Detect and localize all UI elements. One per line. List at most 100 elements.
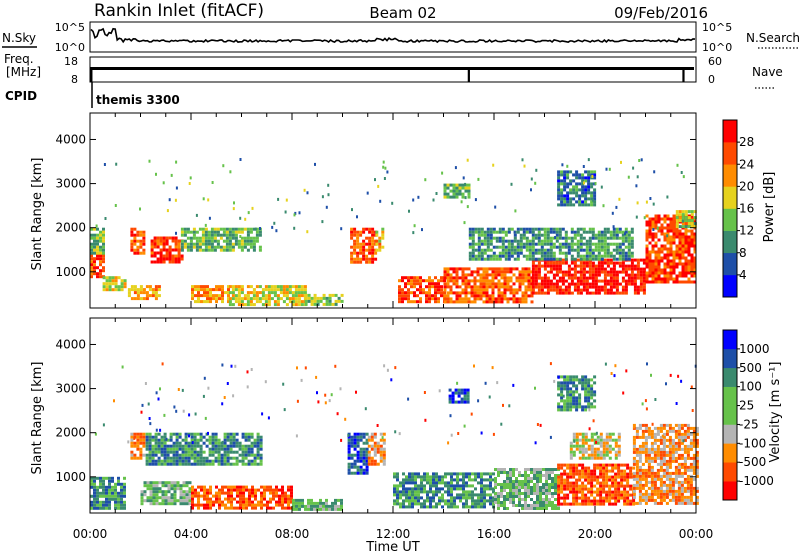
power-cell (328, 299, 332, 303)
power-cell (660, 250, 664, 254)
power-cell (130, 285, 134, 289)
power-cell (627, 279, 631, 283)
power-cell (212, 297, 215, 301)
power-cell (639, 276, 643, 280)
velocity-cell (148, 462, 152, 466)
velocity-cell (199, 450, 203, 454)
velocity-cell (671, 438, 675, 442)
power-cell (582, 254, 586, 258)
velocity-cell (527, 477, 530, 480)
power-cell (507, 227, 511, 231)
power-cell (111, 279, 115, 283)
power-cell (294, 288, 298, 292)
power-cell (99, 260, 102, 264)
power-cell (294, 285, 298, 289)
power-cell (350, 260, 354, 264)
velocity-cell (530, 486, 533, 489)
power-cell (102, 266, 105, 270)
power-cell (582, 257, 586, 261)
power-cell (105, 276, 109, 280)
power-cell (591, 267, 595, 271)
velocity-cell (178, 435, 182, 439)
power-speckle (103, 163, 106, 166)
power-cell (470, 288, 474, 292)
power-cell (150, 242, 154, 246)
velocity-cell (102, 500, 105, 504)
power-cell (579, 239, 583, 243)
power-speckle (561, 163, 564, 167)
velocity-cell (298, 504, 301, 508)
velocity-cell (536, 489, 539, 492)
power-cell (534, 264, 538, 268)
power-cell (537, 276, 541, 280)
power-cell (476, 273, 480, 277)
velocity-cell (256, 450, 260, 454)
velocity-cell (93, 479, 96, 483)
velocity-cell (620, 475, 624, 479)
power-cell (189, 248, 193, 252)
power-cell (350, 227, 354, 231)
velocity-cell (290, 491, 293, 495)
velocity-cell (674, 480, 678, 484)
power-cell (340, 299, 344, 303)
power-cell (693, 216, 697, 220)
power-cell (204, 230, 208, 234)
velocity-cell (429, 475, 432, 479)
velocity-cell (157, 456, 161, 460)
velocity-cell (196, 456, 200, 460)
power-cell (300, 288, 304, 292)
power-cell (213, 230, 217, 234)
velocity-cell (241, 447, 245, 451)
power-cell (198, 245, 202, 249)
velocity-cell (456, 475, 459, 479)
power-cell (590, 197, 594, 201)
velocity-cell (145, 441, 149, 445)
power-cell (96, 254, 99, 258)
power-cell (237, 300, 241, 304)
velocity-cell (548, 474, 551, 477)
power-cell (651, 238, 655, 242)
power-cell (455, 195, 459, 199)
velocity-cell (500, 489, 503, 492)
power-cell (322, 293, 326, 297)
velocity-cell (250, 435, 254, 439)
velocity-cell (426, 493, 429, 497)
velocity-cell (524, 480, 527, 483)
power-cell (428, 294, 431, 298)
velocity-cell (572, 463, 576, 467)
power-cell (597, 270, 601, 274)
power-cell (495, 257, 499, 261)
power-speckle (466, 205, 469, 209)
power-cell (690, 265, 694, 269)
velocity-cell (512, 474, 515, 477)
power-cell (270, 297, 274, 301)
velocity-cell (350, 471, 354, 475)
velocity-cell (105, 485, 108, 489)
power-cell (222, 233, 226, 237)
velocity-cell (459, 493, 462, 497)
velocity-cell (214, 432, 218, 436)
velocity-cell (209, 506, 212, 510)
power-cell (524, 273, 528, 277)
velocity-cell (229, 444, 233, 448)
power-cell (477, 257, 481, 261)
velocity-cell (191, 500, 194, 504)
power-cell (575, 176, 579, 180)
velocity-cell (671, 486, 675, 490)
velocity-cell (353, 453, 357, 457)
velocity-cell (402, 472, 405, 476)
velocity-cell (477, 496, 480, 500)
velocity-cell (175, 462, 179, 466)
power-cell (90, 251, 93, 255)
power-cell (186, 230, 190, 234)
power-cell (627, 236, 631, 240)
velocity-cell (414, 472, 417, 476)
power-cell (90, 263, 93, 267)
power-cell (693, 250, 697, 254)
power-cell (461, 195, 465, 199)
velocity-cell (166, 444, 170, 448)
velocity-cell (471, 484, 474, 488)
velocity-cell (486, 478, 489, 482)
velocity-cell (199, 438, 203, 442)
velocity-cell (581, 481, 585, 485)
